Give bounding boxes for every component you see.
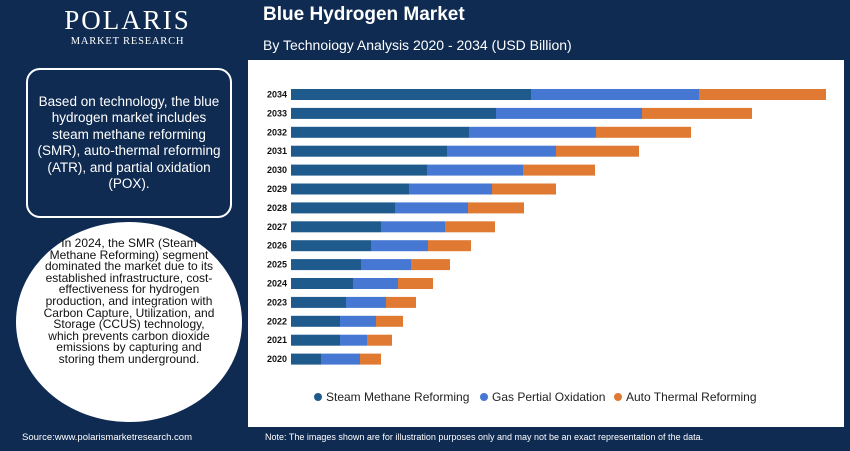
bar-segment-gas-partial: [531, 89, 699, 100]
legend-label: Gas Pertial Oxidation: [492, 390, 605, 404]
year-tick-label: 2028: [267, 203, 287, 213]
legend-marker: [314, 393, 322, 401]
bar-segment-auto-thermal: [596, 126, 691, 138]
bar-segment-gas-partial: [340, 334, 367, 346]
year-tick-label: 2034: [267, 90, 287, 100]
bar-segment-steam-methane: [291, 89, 531, 100]
callout-text: In 2024, the SMR (Steam Methane Reformin…: [43, 236, 215, 366]
bar-segment-steam-methane: [291, 259, 361, 271]
bar-segment-gas-partial: [371, 240, 428, 252]
info-box-text: Based on technology, the blue hydrogen m…: [37, 93, 221, 192]
bar-segment-auto-thermal: [642, 107, 752, 119]
year-tick-label: 2022: [267, 316, 287, 326]
bar-segment-steam-methane: [291, 202, 395, 214]
bar-segment-auto-thermal: [398, 278, 433, 289]
bar-segment-auto-thermal: [367, 334, 392, 346]
bar-segment-auto-thermal: [699, 89, 826, 100]
bar-segment-steam-methane: [291, 315, 340, 327]
bar-segment-gas-partial: [340, 315, 376, 327]
year-tick-label: 2027: [267, 222, 287, 232]
year-tick-label: 2030: [267, 165, 287, 175]
bar-segment-gas-partial: [447, 145, 556, 157]
note-text: Note: The images shown are for illustrat…: [265, 432, 704, 442]
year-tick-label: 2020: [267, 354, 287, 364]
bar-segment-gas-partial: [469, 126, 596, 138]
bar-segment-steam-methane: [291, 334, 340, 346]
year-tick-label: 2023: [267, 297, 287, 307]
year-tick-label: 2026: [267, 241, 287, 251]
bar-segment-auto-thermal: [411, 259, 450, 271]
bar-segment-gas-partial: [381, 221, 445, 233]
legend-label: Auto Thermal Reforming: [626, 390, 757, 404]
polaris-logo: POLARIS MARKET RESEARCH: [60, 6, 195, 47]
bar-segment-auto-thermal: [556, 145, 639, 157]
logo-subtitle: MARKET RESEARCH: [70, 36, 185, 47]
bar-segment-auto-thermal: [386, 296, 416, 308]
bar-segment-gas-partial: [409, 183, 492, 195]
bar-segment-gas-partial: [346, 296, 386, 308]
bar-segment-steam-methane: [291, 145, 447, 157]
bar-segment-steam-methane: [291, 183, 409, 195]
bar-segment-auto-thermal: [428, 240, 471, 252]
year-tick-label: 2021: [267, 335, 287, 345]
bar-segment-steam-methane: [291, 164, 427, 176]
bar-segment-gas-partial: [496, 107, 642, 119]
bar-segment-gas-partial: [361, 259, 411, 271]
bar-segment-gas-partial: [427, 164, 523, 176]
year-tick-label: 2029: [267, 184, 287, 194]
bar-segment-auto-thermal: [360, 353, 381, 365]
bar-segment-gas-partial: [395, 202, 468, 214]
bar-segment-auto-thermal: [468, 202, 524, 214]
bar-segment-steam-methane: [291, 107, 496, 119]
bar-segment-steam-methane: [291, 221, 381, 233]
legend-marker: [480, 393, 488, 401]
bar-segment-gas-partial: [353, 278, 398, 289]
bar-segment-steam-methane: [291, 240, 371, 252]
chart-title: Blue Hydrogen Market: [263, 4, 465, 25]
chart-subtitle: By Technoiogy Analysis 2020 - 2034 (USD …: [263, 37, 572, 53]
stacked-bar-chart: 2034 2033 2032 2031 2030 2029 2028 2027 2026 2025…: [267, 89, 826, 404]
bar-segment-steam-methane: [291, 353, 321, 365]
year-tick-label: 2025: [267, 260, 287, 270]
bar-segment-auto-thermal: [492, 183, 556, 195]
bar-segment-auto-thermal: [445, 221, 495, 233]
legend-label: Steam Methane Reforming: [326, 390, 469, 404]
year-tick-label: 2031: [267, 146, 287, 156]
year-tick-label: 2032: [267, 127, 287, 137]
bar-segment-auto-thermal: [376, 315, 403, 327]
source-text: Source:www.polarismarketresearch.com: [22, 432, 193, 443]
bar-segment-auto-thermal: [523, 164, 595, 176]
logo-brand: POLARIS: [64, 5, 191, 35]
bar-segment-steam-methane: [291, 278, 353, 289]
year-tick-label: 2024: [267, 279, 287, 289]
year-tick-label: 2033: [267, 108, 287, 118]
bar-segment-steam-methane: [291, 296, 346, 308]
bar-segment-steam-methane: [291, 126, 469, 138]
legend-marker: [614, 393, 622, 401]
info-box: Based on technology, the blue hydrogen m…: [26, 68, 232, 218]
callout-circle: [16, 222, 242, 422]
bar-segment-gas-partial: [321, 353, 360, 365]
